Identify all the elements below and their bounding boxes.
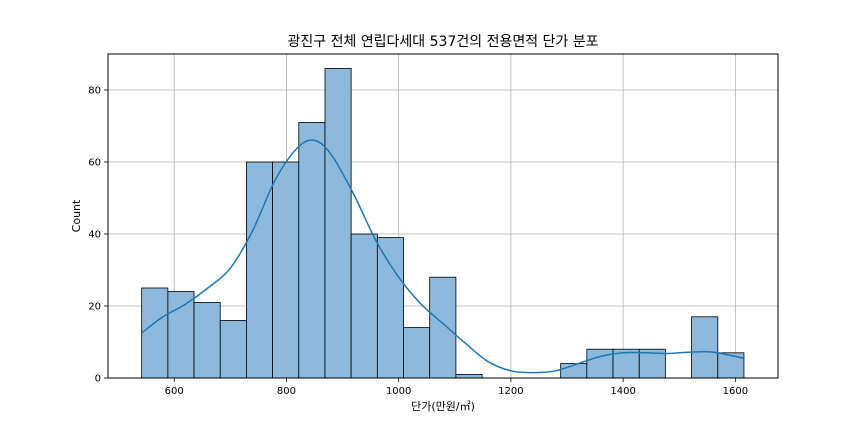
histogram-bar xyxy=(350,233,378,379)
histogram-bar xyxy=(193,301,221,379)
histogram-bar xyxy=(455,373,483,379)
x-tick-label: 1200 xyxy=(498,386,523,397)
bars xyxy=(141,68,745,379)
histogram-bar xyxy=(167,291,195,379)
chart-title: 광진구 전체 연립다세대 537건의 전용면적 단가 분포 xyxy=(287,34,598,50)
x-tick-label: 1600 xyxy=(723,386,748,397)
x-axis-label: 단가(만원/㎡) xyxy=(411,400,475,413)
histogram-bar xyxy=(324,68,352,379)
histogram-bar xyxy=(376,237,404,379)
histogram-bar xyxy=(246,161,273,379)
y-tick-label: 20 xyxy=(88,302,101,313)
y-tick-label: 80 xyxy=(88,86,101,97)
y-tick-label: 60 xyxy=(88,158,101,169)
histogram-bar xyxy=(272,161,300,379)
y-tick-label: 0 xyxy=(95,374,101,385)
histogram-bar xyxy=(586,348,614,379)
histogram-bar xyxy=(141,287,169,379)
histogram-bar xyxy=(403,327,431,379)
kde-line xyxy=(141,139,744,374)
x-tick-label: 1000 xyxy=(386,386,411,397)
y-axis: 0 20 40 60 80 xyxy=(88,86,108,385)
y-axis-label: Count xyxy=(70,199,83,232)
histogram-bar xyxy=(429,276,457,379)
histogram-bar xyxy=(717,352,745,379)
x-tick-label: 600 xyxy=(165,386,184,397)
histogram-bar xyxy=(298,122,326,379)
x-tick-label: 800 xyxy=(277,386,296,397)
y-tick-label: 40 xyxy=(88,230,101,241)
x-axis: 600 800 1000 1200 1400 1600 xyxy=(165,378,748,397)
histogram-bar xyxy=(691,316,719,379)
plot-frame xyxy=(107,53,779,379)
histogram-bar xyxy=(219,319,247,379)
x-tick-label: 1400 xyxy=(610,386,635,397)
